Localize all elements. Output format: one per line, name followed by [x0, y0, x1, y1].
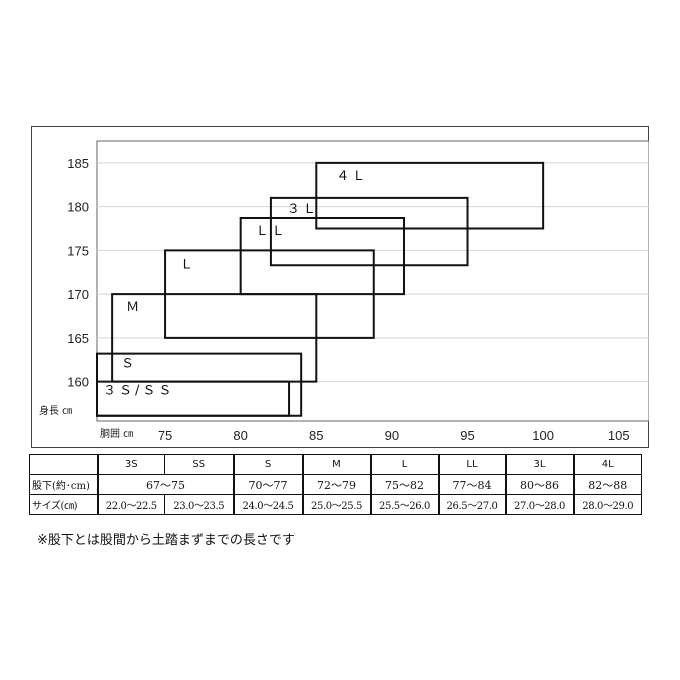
table-cell: 22.0～22.5	[96, 494, 165, 515]
table-row: 股下(約･cm) 67～75 70～77 72～79 75～82 77～84 8…	[29, 474, 642, 495]
size-box-label: Ｌ	[180, 257, 196, 272]
table-cell: 75～82	[369, 474, 439, 495]
x-tick-label: 105	[608, 428, 630, 443]
table-cell: 27.0～28.0	[504, 494, 574, 515]
table-cell: 82～88	[572, 474, 642, 495]
table-header-row: 3S SS S M L LL 3L 4L	[29, 454, 642, 475]
footnote: ※股下とは股間から土踏まずまでの長さです	[37, 533, 295, 548]
table-header-cell: S	[232, 454, 303, 475]
table-header-cell: SS	[164, 454, 234, 475]
table-cell: 26.5～27.0	[437, 494, 506, 515]
size-box-label: Ｍ	[126, 300, 142, 315]
y-axis-label: 身長 ㎝	[39, 404, 72, 417]
y-tick-label: 170	[67, 287, 89, 302]
table-cell: 23.0～23.5	[164, 494, 234, 515]
table-header-cell: 4L	[572, 454, 642, 475]
y-tick-label: 160	[67, 375, 89, 390]
size-box	[96, 352, 303, 417]
y-tick-label: 175	[67, 243, 89, 258]
x-tick-label: 100	[532, 428, 554, 443]
x-tick-label: 90	[385, 428, 399, 443]
x-tick-label: 95	[460, 428, 474, 443]
x-tick-label: 80	[233, 428, 247, 443]
size-box-label: ４Ｌ	[336, 169, 368, 184]
table-cell: 77～84	[437, 474, 506, 495]
table-cell: 24.0～24.5	[232, 494, 303, 515]
table-cell: 28.0～29.0	[572, 494, 642, 515]
table-header-cell	[29, 454, 98, 475]
table-header-cell: M	[301, 454, 371, 475]
table-cell: 67～75	[96, 474, 234, 495]
y-tick-label: 165	[67, 331, 89, 346]
size-box-label: ３Ｌ	[287, 202, 319, 217]
table-cell: 72～79	[301, 474, 371, 495]
table-header-cell: L	[369, 454, 439, 475]
x-axis-label: 胴囲 ㎝	[100, 428, 133, 440]
size-box	[269, 196, 469, 267]
size-box	[315, 161, 545, 230]
size-box	[239, 217, 406, 296]
x-tick-label: 85	[309, 428, 323, 443]
table-header-cell: 3L	[504, 454, 574, 475]
x-tick-label: 75	[158, 428, 172, 443]
size-chart: 160 165 170 175 180 185 75 80 85 90 95 100 105 ３Ｓ/ＳＳ…	[31, 126, 649, 448]
table-row: サイズ(㎝) 22.0～22.5 23.0～23.5 24.0～24.5 25.…	[29, 494, 642, 515]
size-box-label: ３Ｓ/ＳＳ	[103, 384, 174, 399]
row-label-inseam: 股下(約･cm)	[29, 474, 98, 495]
size-chart-svg: 160 165 170 175 180 185 75 80 85 90 95 100 105 ３Ｓ/ＳＳ…	[31, 126, 649, 448]
y-tick-label: 180	[67, 200, 89, 215]
tick-labels: 160 165 170 175 180 185 75 80 85 90 95 100 105	[67, 156, 629, 443]
table-cell: 25.5～26.0	[369, 494, 439, 515]
size-box-label: Ｓ	[121, 357, 137, 372]
table-cell: 80～86	[504, 474, 574, 495]
row-label-size: サイズ(㎝)	[29, 494, 98, 515]
size-table: 3S SS S M L LL 3L 4L 股下(約･cm) 67～75 70～7…	[29, 454, 642, 515]
y-tick-label: 185	[67, 156, 89, 171]
table-cell: 25.0～25.5	[301, 494, 371, 515]
table-header-cell: LL	[437, 454, 506, 475]
table-cell: 70～77	[232, 474, 303, 495]
table-header-cell: 3S	[96, 454, 165, 475]
